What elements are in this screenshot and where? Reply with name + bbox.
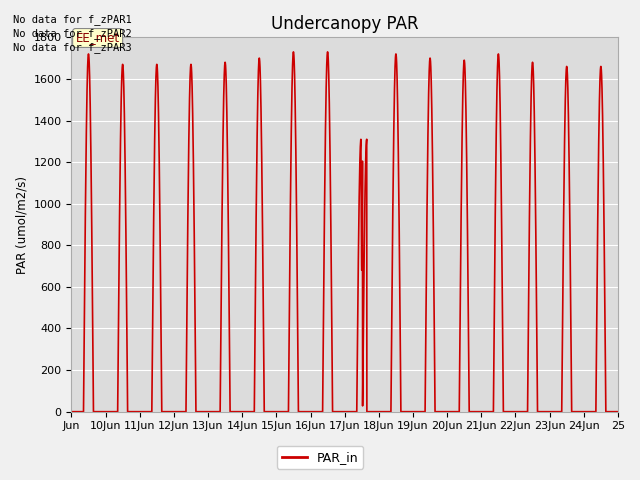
Text: No data for f_zPAR3: No data for f_zPAR3	[13, 42, 132, 53]
Text: EE_met: EE_met	[76, 32, 120, 45]
Legend: PAR_in: PAR_in	[276, 446, 364, 469]
Text: No data for f_zPAR2: No data for f_zPAR2	[13, 28, 132, 39]
Title: Undercanopy PAR: Undercanopy PAR	[271, 15, 419, 33]
Y-axis label: PAR (umol/m2/s): PAR (umol/m2/s)	[15, 176, 28, 274]
Text: No data for f_zPAR1: No data for f_zPAR1	[13, 13, 132, 24]
